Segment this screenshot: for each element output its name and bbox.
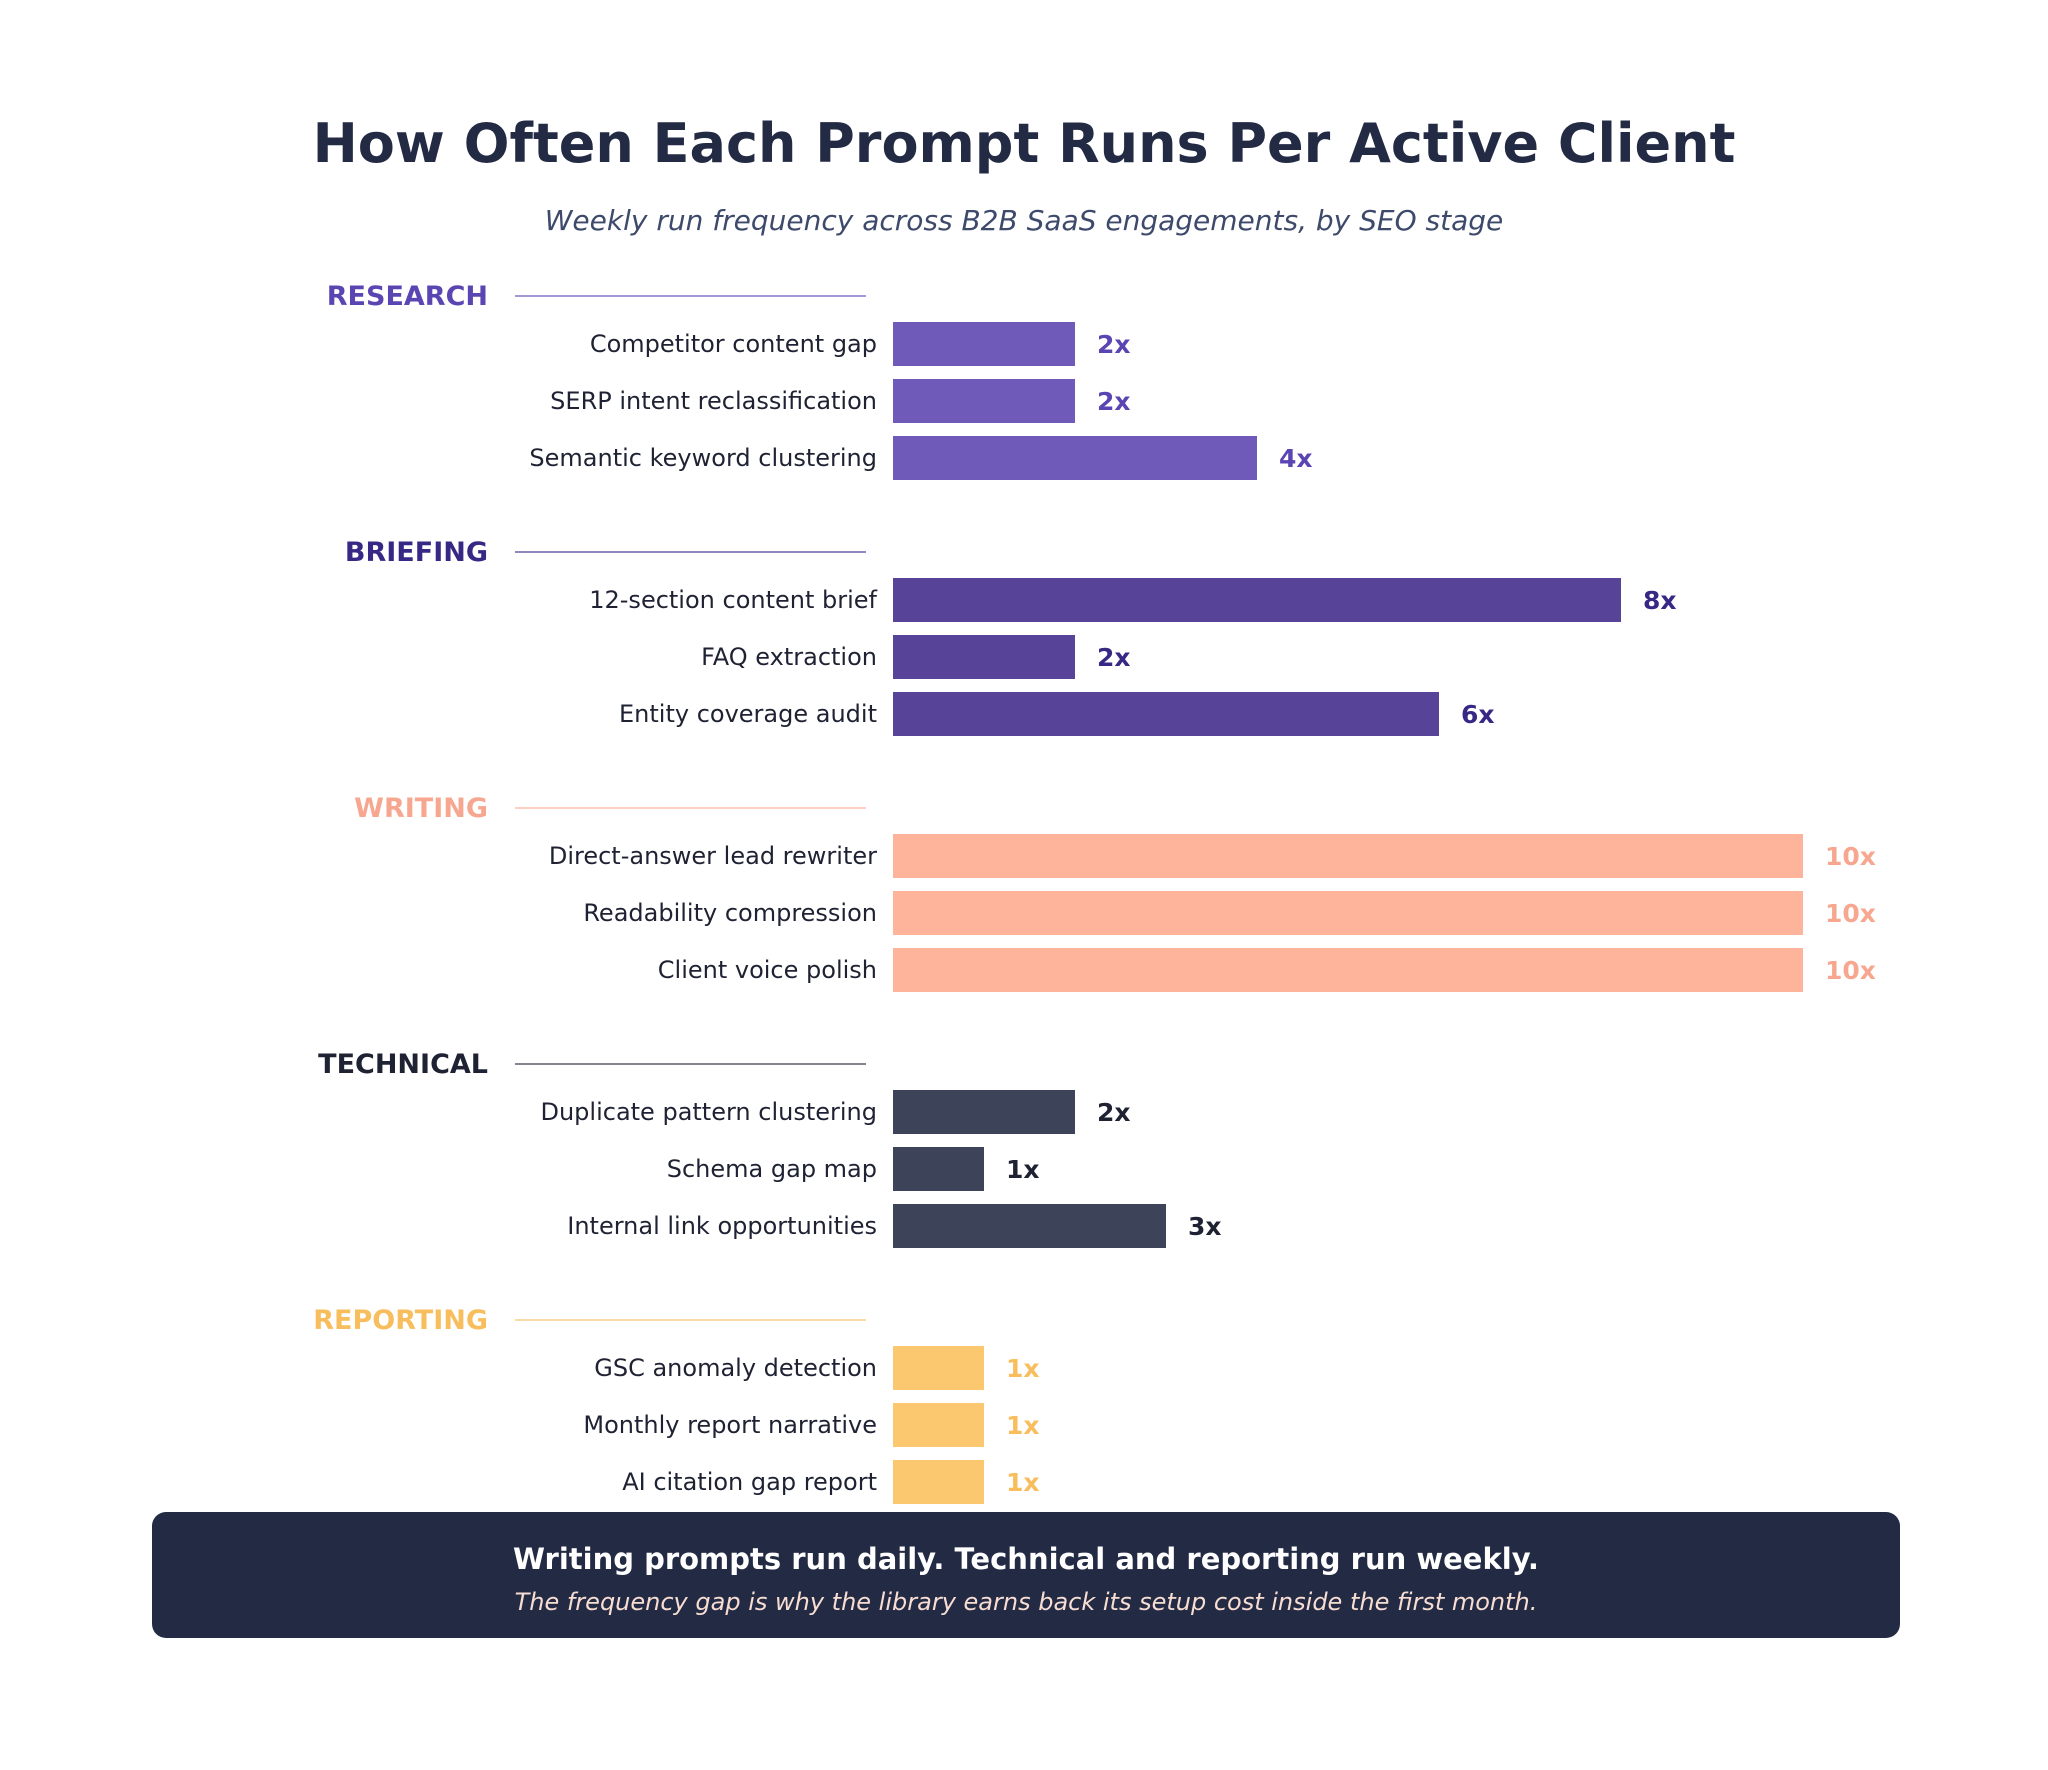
row-label: FAQ extraction xyxy=(701,643,877,671)
chart-title: How Often Each Prompt Runs Per Active Cl… xyxy=(313,112,1736,175)
row-label: Semantic keyword clustering xyxy=(529,444,877,472)
value-label: 1x xyxy=(1006,1468,1040,1497)
bar xyxy=(893,1090,1075,1134)
bar xyxy=(893,322,1075,366)
value-label: 2x xyxy=(1097,1098,1131,1127)
plot-area: RESEARCH Competitor content gap 2x SERP int… xyxy=(313,281,1876,1504)
row-label: Entity coverage audit xyxy=(619,700,877,728)
callout-subtext: The frequency gap is why the library ear… xyxy=(514,1588,1538,1616)
bar xyxy=(893,891,1803,935)
stage-group-briefing: BRIEFING 12-section content brief 8x FAQ ex… xyxy=(345,537,1677,736)
value-label: 10x xyxy=(1825,842,1876,871)
value-label: 10x xyxy=(1825,956,1876,985)
row-label: Competitor content gap xyxy=(590,330,877,358)
bar xyxy=(893,1147,984,1191)
value-label: 4x xyxy=(1279,444,1313,473)
row-label: Monthly report narrative xyxy=(583,1411,877,1439)
bar xyxy=(893,1204,1166,1248)
value-label: 6x xyxy=(1461,700,1495,729)
bar xyxy=(893,1403,984,1447)
chart-subtitle: Weekly run frequency across B2B SaaS eng… xyxy=(545,204,1504,237)
row-label: GSC anomaly detection xyxy=(594,1354,877,1382)
row-label: AI citation gap report xyxy=(622,1468,877,1496)
value-label: 2x xyxy=(1097,330,1131,359)
row-label: Duplicate pattern clustering xyxy=(540,1098,877,1126)
bar xyxy=(893,1460,984,1504)
value-label: 2x xyxy=(1097,387,1131,416)
bar xyxy=(893,948,1803,992)
bar xyxy=(893,436,1257,480)
value-label: 3x xyxy=(1188,1212,1222,1241)
stage-group-technical: TECHNICAL Duplicate pattern clustering 2x S… xyxy=(318,1049,1222,1248)
bar xyxy=(893,692,1439,736)
stage-label-research: RESEARCH xyxy=(327,281,488,312)
value-label: 10x xyxy=(1825,899,1876,928)
bar xyxy=(893,635,1075,679)
row-label: 12-section content brief xyxy=(589,586,877,614)
value-label: 1x xyxy=(1006,1354,1040,1383)
row-label: Internal link opportunities xyxy=(567,1212,877,1240)
bar xyxy=(893,379,1075,423)
row-label: Readability compression xyxy=(583,899,877,927)
value-label: 2x xyxy=(1097,643,1131,672)
stage-label-writing: WRITING xyxy=(354,793,488,824)
row-label: SERP intent reclassification xyxy=(550,387,877,415)
stage-group-research: RESEARCH Competitor content gap 2x SERP int… xyxy=(327,281,1313,480)
value-label: 1x xyxy=(1006,1155,1040,1184)
stage-group-writing: WRITING Direct-answer lead rewriter 10x Rea… xyxy=(354,793,1876,992)
value-label: 8x xyxy=(1643,586,1677,615)
summary-callout: Writing prompts run daily. Technical and… xyxy=(152,1512,1900,1638)
row-label: Direct-answer lead rewriter xyxy=(549,842,877,870)
bar xyxy=(893,1346,984,1390)
row-label: Schema gap map xyxy=(667,1155,877,1183)
stage-group-reporting: REPORTING GSC anomaly detection 1x Monthly … xyxy=(313,1305,1040,1504)
value-label: 1x xyxy=(1006,1411,1040,1440)
bar xyxy=(893,834,1803,878)
row-label: Client voice polish xyxy=(658,956,877,984)
stage-label-reporting: REPORTING xyxy=(313,1305,488,1336)
bar xyxy=(893,578,1621,622)
stage-label-briefing: BRIEFING xyxy=(345,537,488,568)
stage-label-technical: TECHNICAL xyxy=(318,1049,488,1080)
callout-headline: Writing prompts run daily. Technical and… xyxy=(513,1542,1539,1576)
